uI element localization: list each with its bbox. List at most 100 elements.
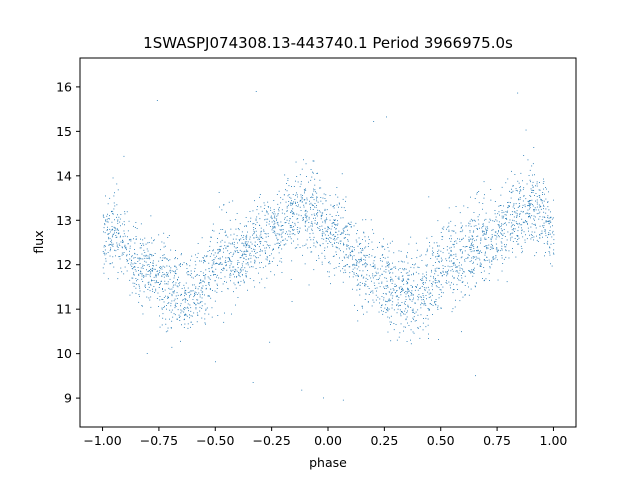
data-point — [423, 300, 425, 302]
data-point — [267, 206, 269, 207]
data-point — [359, 244, 360, 245]
data-point — [528, 213, 530, 215]
data-point — [309, 233, 311, 235]
data-point — [523, 211, 524, 213]
data-point — [410, 294, 412, 296]
data-point — [424, 302, 425, 304]
data-point — [190, 310, 192, 312]
data-point — [317, 222, 318, 224]
data-point — [257, 257, 259, 259]
data-point — [246, 225, 247, 227]
data-point — [143, 255, 145, 257]
data-point — [414, 320, 416, 322]
data-point — [338, 242, 339, 244]
data-point — [417, 309, 419, 311]
data-point — [368, 243, 370, 245]
data-point — [202, 285, 204, 287]
data-point — [474, 198, 476, 199]
data-point — [421, 260, 423, 261]
data-point — [468, 236, 470, 238]
data-point — [501, 225, 502, 227]
data-point — [301, 389, 303, 391]
data-point — [162, 291, 164, 292]
data-point — [209, 250, 211, 251]
data-point — [229, 258, 230, 260]
data-point — [541, 202, 543, 204]
data-point — [328, 271, 330, 273]
data-point — [461, 238, 463, 240]
data-point — [120, 225, 121, 227]
data-point — [184, 314, 186, 315]
data-point — [408, 296, 410, 298]
data-point — [375, 294, 377, 296]
data-point — [184, 323, 186, 325]
data-point — [385, 271, 387, 273]
data-point — [299, 206, 301, 208]
data-point — [297, 218, 299, 219]
data-point — [253, 223, 255, 224]
data-point — [352, 251, 354, 252]
data-point — [509, 190, 510, 192]
data-point — [187, 306, 188, 308]
data-point — [489, 267, 491, 269]
data-point — [514, 228, 516, 230]
data-point — [529, 200, 531, 201]
data-point — [188, 274, 190, 276]
data-point — [325, 200, 327, 202]
data-point — [387, 331, 389, 333]
data-point — [303, 159, 304, 161]
data-point — [529, 234, 530, 236]
data-point — [446, 260, 448, 262]
data-point — [520, 190, 522, 192]
data-point — [435, 256, 436, 258]
data-point — [194, 270, 195, 272]
data-point — [541, 232, 543, 234]
data-point — [336, 204, 338, 206]
data-point — [314, 203, 316, 204]
data-point — [477, 219, 479, 221]
data-point — [523, 221, 525, 223]
data-point — [118, 256, 120, 258]
data-point — [543, 225, 545, 226]
data-point — [246, 236, 248, 238]
data-point — [252, 223, 254, 225]
data-point — [428, 333, 429, 335]
data-point — [488, 259, 490, 261]
data-point — [429, 245, 431, 247]
data-point — [374, 285, 376, 286]
data-point — [452, 263, 454, 264]
data-point — [350, 221, 352, 223]
data-point — [428, 196, 430, 198]
data-point — [139, 272, 141, 274]
data-point — [362, 270, 364, 272]
data-point — [193, 284, 195, 286]
data-point — [312, 232, 314, 234]
data-point — [465, 225, 467, 227]
data-point — [530, 181, 531, 183]
data-point — [474, 250, 475, 252]
data-point — [286, 183, 287, 184]
data-point — [473, 225, 475, 227]
data-point — [169, 270, 171, 272]
data-point — [501, 186, 503, 188]
data-point — [237, 267, 239, 269]
data-point — [260, 241, 261, 243]
data-point — [150, 306, 152, 308]
data-point — [388, 298, 390, 300]
data-point — [527, 227, 529, 229]
data-point — [395, 275, 397, 277]
data-point — [413, 267, 415, 269]
data-point — [194, 260, 196, 262]
data-point — [496, 236, 498, 238]
data-point — [400, 272, 402, 273]
data-point — [293, 212, 295, 214]
data-point — [183, 311, 185, 313]
data-point — [441, 275, 443, 277]
data-point — [134, 257, 136, 258]
data-point — [174, 266, 176, 267]
data-point — [220, 272, 222, 274]
data-point — [155, 290, 157, 292]
data-point — [102, 214, 104, 216]
data-point — [166, 272, 167, 274]
data-point — [254, 245, 256, 246]
